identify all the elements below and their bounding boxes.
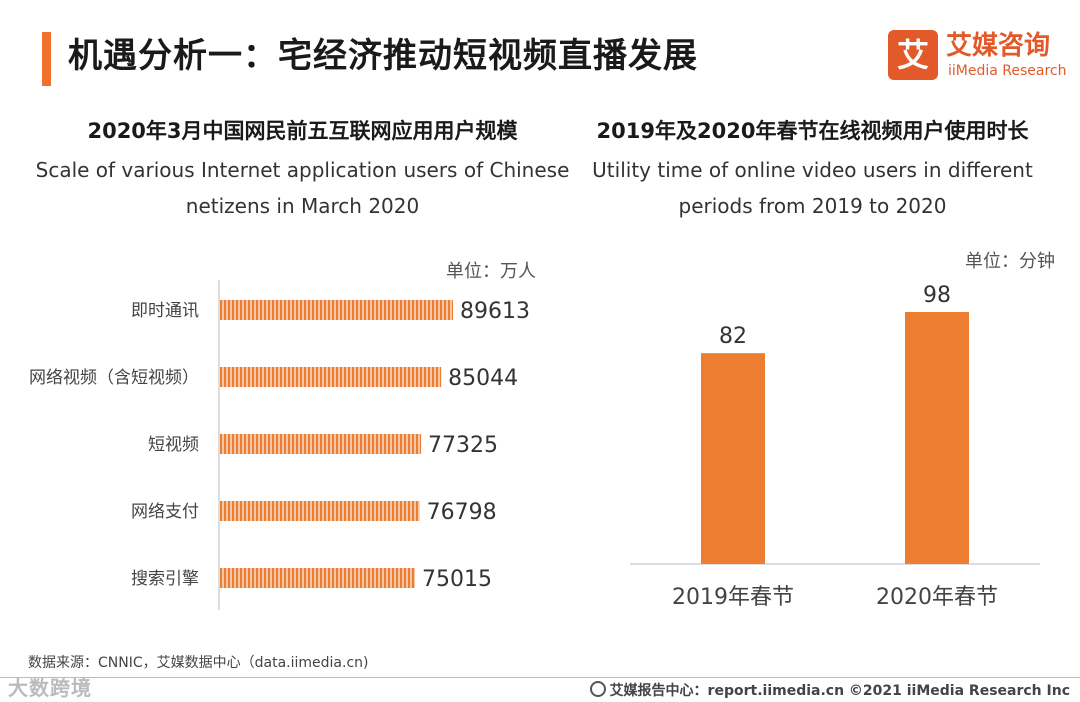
left-chart-title-cn: 2020年3月中国网民前五互联网应用用户规模 xyxy=(87,119,518,143)
globe-icon xyxy=(589,681,606,697)
data-label: 77325 xyxy=(428,433,498,458)
data-label: 82 xyxy=(719,324,747,349)
right-bar-chart: 82 2019年春节 98 2020年春节 xyxy=(630,283,1040,610)
bar xyxy=(701,353,765,564)
left-bar-chart: 即时通讯 89613 网络视频（含短视频） 85044 短视频 77325 网络支付 7679… xyxy=(29,280,530,610)
bar xyxy=(220,501,420,521)
brand-logo: 艾 艾媒咨询 iiMedia Research xyxy=(888,30,1067,82)
logo-text-en: iiMedia Research xyxy=(948,63,1067,79)
bar xyxy=(220,300,453,320)
data-label: 76798 xyxy=(427,500,497,525)
data-label: 98 xyxy=(923,283,951,308)
right-chart-title-en-1: Utility time of online video users in di… xyxy=(592,158,1033,182)
footer-divider xyxy=(0,677,1080,678)
footer-credits: 艾媒报告中心：report.iimedia.cn ©2021 iiMedia R… xyxy=(589,680,1070,700)
logo-mark: 艾 xyxy=(888,30,938,80)
bar xyxy=(220,568,416,588)
bar xyxy=(220,434,422,454)
category-label: 网络视频（含短视频） xyxy=(29,368,199,388)
category-label: 2019年春节 xyxy=(672,585,794,610)
logo-text-cn: 艾媒咨询 xyxy=(946,31,1051,61)
data-label: 85044 xyxy=(448,366,518,391)
right-chart-unit: 单位：分钟 xyxy=(965,251,1055,272)
bar xyxy=(220,367,442,387)
page-title: 机遇分析一：宅经济推动短视频直播发展 xyxy=(68,36,698,76)
left-chart-title-en-2: netizens in March 2020 xyxy=(185,194,420,218)
right-chart-title-cn: 2019年及2020年春节在线视频用户使用时长 xyxy=(596,119,1029,143)
category-label: 2020年春节 xyxy=(876,585,998,610)
footer-credits-text: 艾媒报告中心：report.iimedia.cn ©2021 iiMedia R… xyxy=(609,683,1070,699)
title-accent-bar xyxy=(42,32,51,86)
category-label: 网络支付 xyxy=(131,502,199,522)
data-label: 89613 xyxy=(460,299,530,324)
watermark: 大数跨境 xyxy=(8,676,92,700)
category-label: 即时通讯 xyxy=(131,301,199,321)
left-chart-title-en-1: Scale of various Internet application us… xyxy=(35,158,570,182)
bar xyxy=(905,312,969,564)
category-label: 短视频 xyxy=(148,435,199,455)
left-chart-unit: 单位：万人 xyxy=(446,261,536,282)
category-label: 搜索引擎 xyxy=(131,569,199,589)
right-chart-title-en-2: periods from 2019 to 2020 xyxy=(678,194,947,218)
data-label: 75015 xyxy=(422,567,492,592)
data-source: 数据来源：CNNIC，艾媒数据中心（data.iimedia.cn) xyxy=(28,655,369,671)
